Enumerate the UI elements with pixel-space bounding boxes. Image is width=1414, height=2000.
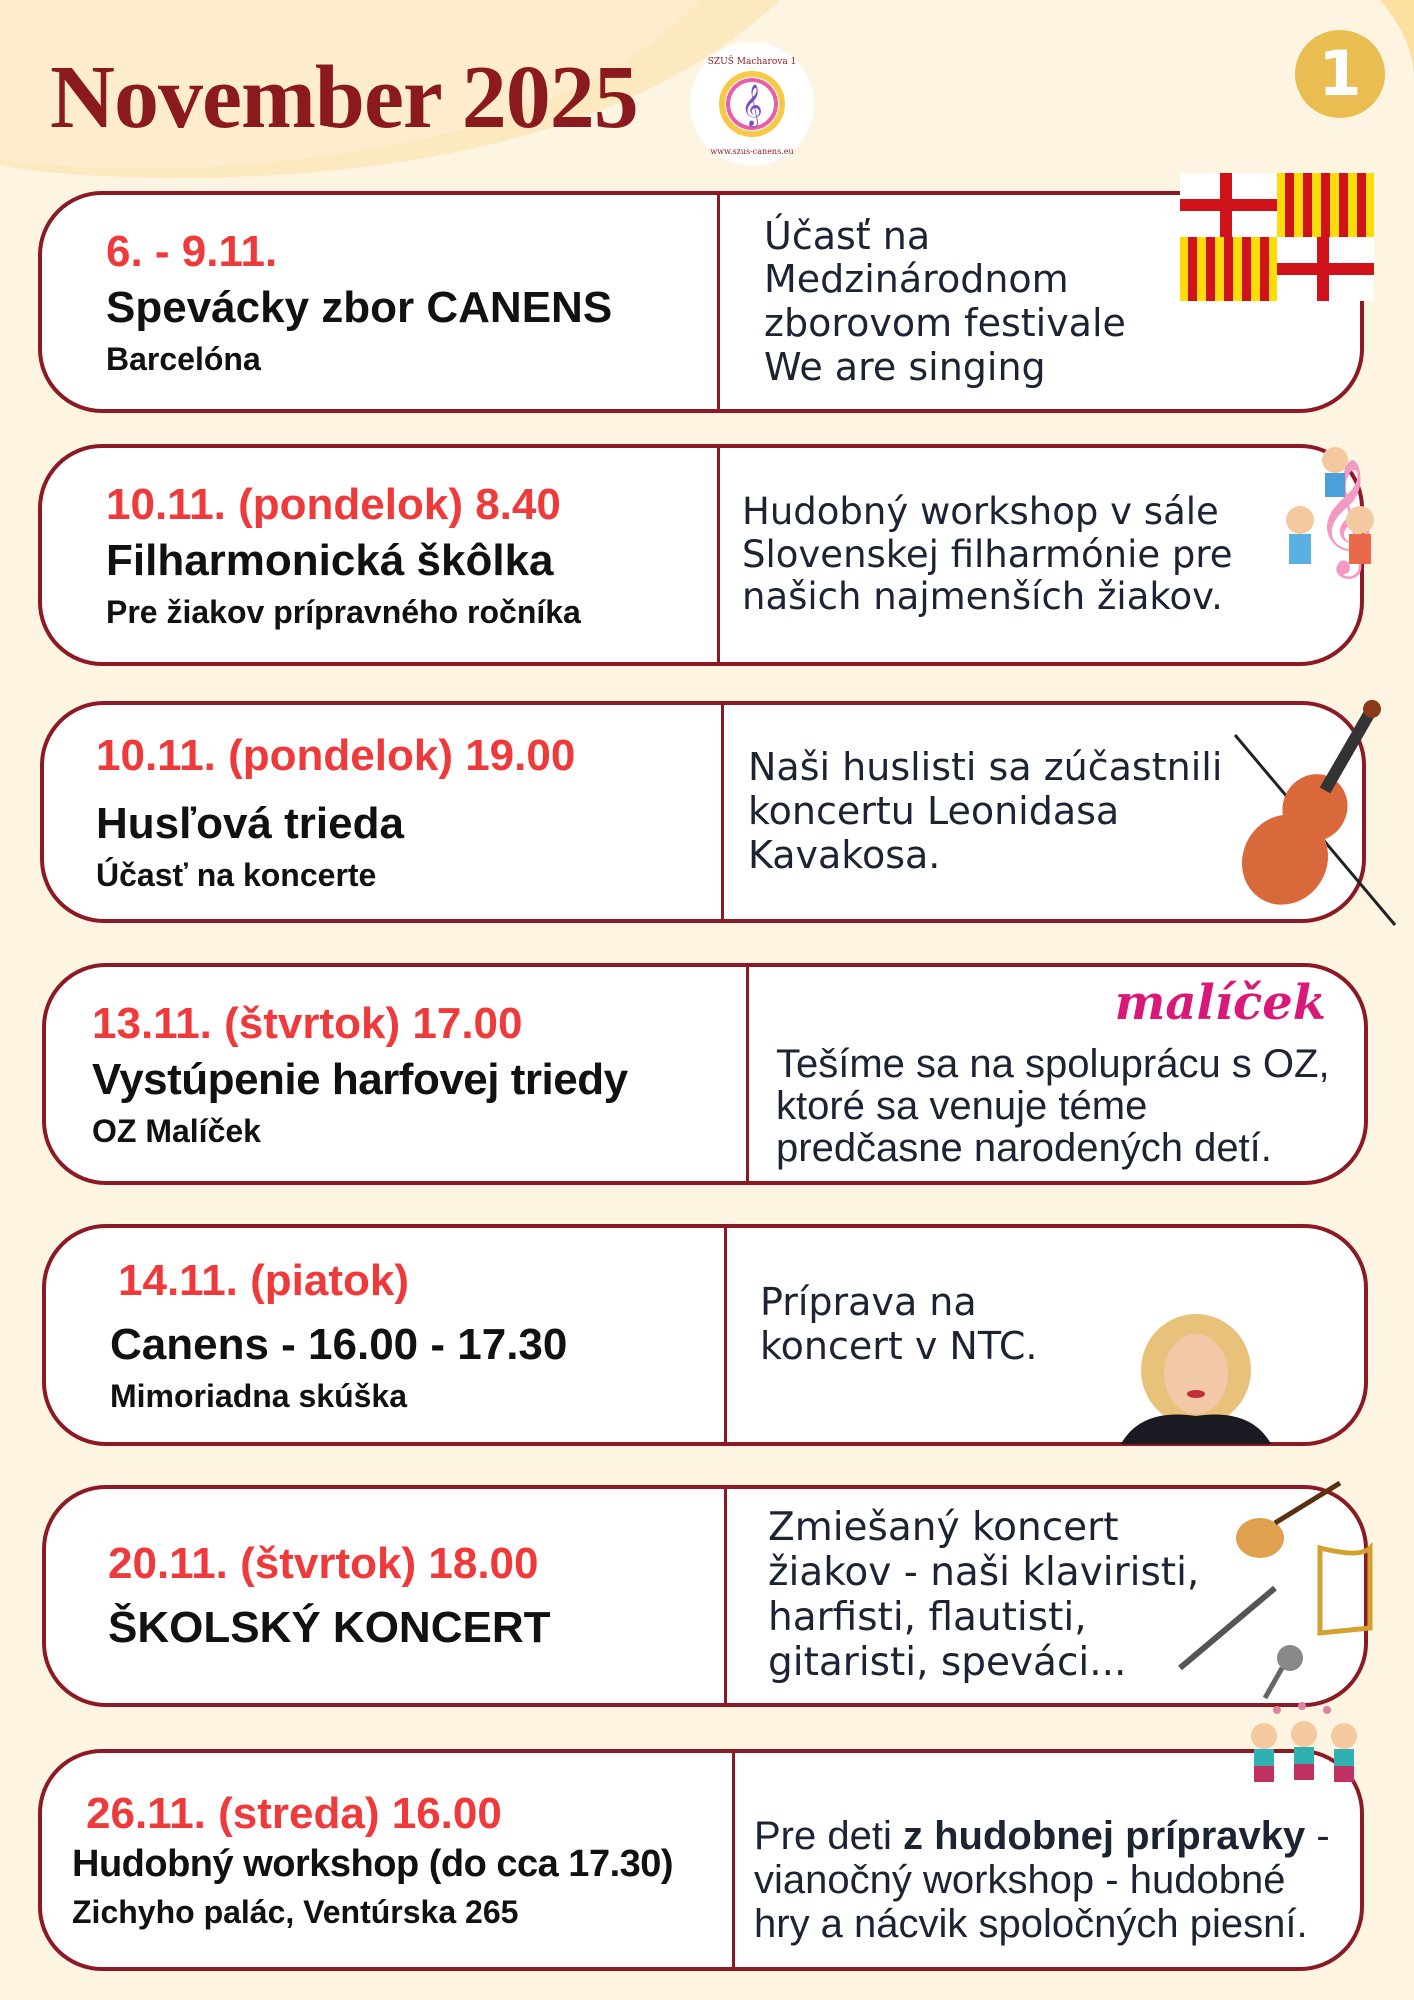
event-subtitle: Účasť na koncerte bbox=[96, 856, 377, 893]
event-card: 10.11. (pondelok) 8.40 Filharmonická škô… bbox=[38, 444, 1364, 666]
page-number-badge: 1 bbox=[1295, 30, 1385, 118]
event-description: Zmiešaný koncert žiakov - naši klavirist… bbox=[768, 1505, 1200, 1685]
event-date: 10.11. (pondelok) 8.40 bbox=[106, 479, 561, 529]
event-card: 6. - 9.11. Spevácky zbor CANENS Barcelón… bbox=[38, 191, 1364, 413]
event-subtitle: Zichyho palác, Ventúrska 265 bbox=[72, 1894, 519, 1930]
singer-portrait bbox=[1121, 1314, 1271, 1444]
event-card: 26.11. (streda) 16.00 Hudobný workshop (… bbox=[38, 1749, 1364, 1971]
event-card: 13.11. (štvrtok) 17.00 Vystúpenie harfov… bbox=[42, 963, 1368, 1185]
divider bbox=[717, 195, 720, 409]
event-subtitle: Mimoriadna skúška bbox=[110, 1377, 407, 1414]
event-date: 10.11. (pondelok) 19.00 bbox=[96, 730, 576, 780]
malicek-logo: malíček bbox=[1114, 975, 1326, 1031]
divider bbox=[721, 705, 724, 919]
event-subtitle: Pre žiakov prípravného ročníka bbox=[106, 593, 581, 630]
singing-kids-icon bbox=[1251, 1702, 1357, 1782]
event-name: Vystúpenie harfovej triedy bbox=[92, 1054, 628, 1104]
divider bbox=[717, 448, 720, 662]
event-date: 13.11. (štvrtok) 17.00 bbox=[92, 998, 523, 1048]
kids-music-icon: 𝄞 bbox=[1286, 447, 1374, 579]
barcelona-flag-icon bbox=[1180, 173, 1374, 301]
event-card: 10.11. (pondelok) 19.00 Husľová trieda Ú… bbox=[40, 701, 1366, 923]
divider bbox=[724, 1228, 727, 1442]
event-card: 20.11. (štvrtok) 18.00 ŠKOLSKÝ KONCERT Z… bbox=[42, 1485, 1368, 1707]
divider bbox=[746, 967, 749, 1181]
event-subtitle: OZ Malíček bbox=[92, 1112, 261, 1149]
svg-text:SZUŠ Macharova 1: SZUŠ Macharova 1 bbox=[708, 55, 797, 67]
event-description: Účasť na Medzinárodnom zborovom festival… bbox=[764, 213, 1126, 389]
school-logo: 𝄞 SZUŠ Macharova 1 www.szus-canens.eu bbox=[690, 42, 814, 166]
event-name: Husľová trieda bbox=[96, 798, 404, 848]
event-card: 14.11. (piatok) Canens - 16.00 - 17.30 M… bbox=[42, 1224, 1368, 1446]
svg-text:𝄞: 𝄞 bbox=[741, 84, 762, 127]
event-description: Pre deti z hudobnej prípravky - vianočný… bbox=[754, 1814, 1330, 1946]
event-date: 20.11. (štvrtok) 18.00 bbox=[108, 1539, 539, 1588]
event-name: Filharmonická škôlka bbox=[106, 535, 554, 585]
event-description: Príprava na koncert v NTC. bbox=[760, 1280, 1038, 1368]
violin-icon bbox=[1233, 699, 1397, 926]
event-description: Hudobný workshop v sále Slovenskej filha… bbox=[742, 490, 1233, 619]
instruments-icon bbox=[1178, 1480, 1373, 1700]
event-description: Tešíme sa na spoluprácu s OZ, ktoré sa v… bbox=[776, 1042, 1330, 1170]
background-swoosh bbox=[0, 0, 1414, 178]
event-date: 6. - 9.11. bbox=[106, 226, 278, 276]
event-subtitle: Barcelóna bbox=[106, 340, 261, 377]
event-name: Canens - 16.00 - 17.30 bbox=[110, 1319, 568, 1369]
page-title: November 2025 bbox=[50, 48, 639, 147]
event-name: ŠKOLSKÝ KONCERT bbox=[108, 1603, 551, 1652]
divider bbox=[732, 1753, 735, 1967]
divider bbox=[724, 1489, 727, 1703]
svg-text:www.szus-canens.eu: www.szus-canens.eu bbox=[710, 147, 793, 156]
event-date: 14.11. (piatok) bbox=[118, 1255, 410, 1305]
event-date: 26.11. (streda) 16.00 bbox=[86, 1789, 502, 1838]
event-description: Naši huslisti sa zúčastnili koncertu Leo… bbox=[748, 745, 1223, 877]
event-name: Hudobný workshop (do cca 17.30) bbox=[72, 1843, 674, 1885]
event-name: Spevácky zbor CANENS bbox=[106, 282, 613, 332]
